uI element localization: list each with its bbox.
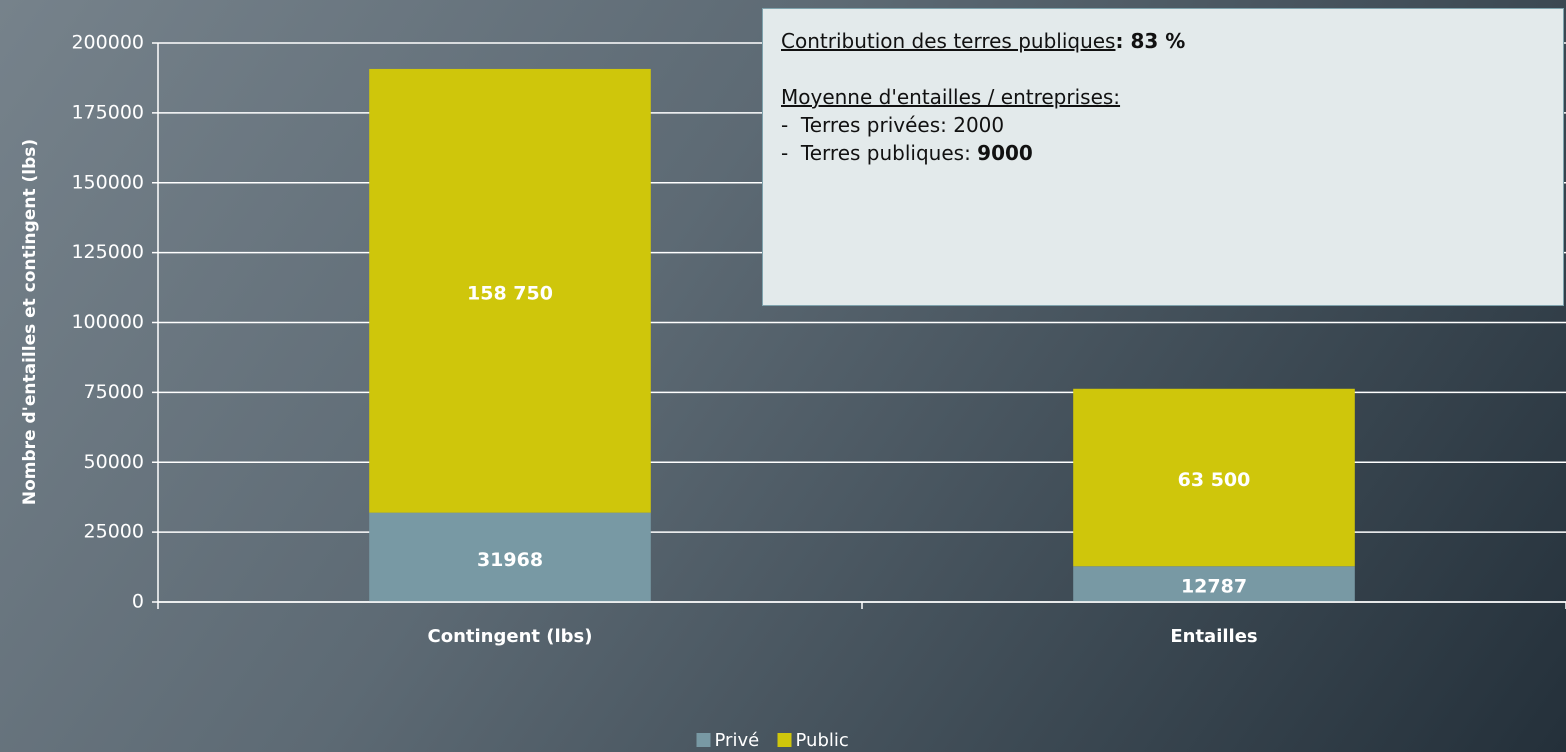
data-label: 31968	[477, 549, 543, 571]
annotation-line: - Terres publiques: 9000	[781, 139, 1545, 167]
annotation-line: Contribution des terres publiques: 83 %	[781, 27, 1545, 55]
y-tick-label: 125000	[71, 241, 144, 263]
y-tick-label: 100000	[71, 311, 144, 333]
y-axis-label: Nombre d'entailles et contingent (lbs)	[20, 139, 40, 505]
legend-swatch	[777, 733, 792, 747]
y-tick-label: 150000	[71, 171, 144, 193]
legend-swatch	[696, 733, 711, 747]
y-tick-label: 25000	[84, 521, 144, 543]
annotation-text: Moyenne d'entailles / entreprises:	[781, 85, 1121, 109]
y-tick-label: 50000	[84, 451, 144, 473]
annotation-text: :	[1115, 29, 1131, 53]
x-tick-label: Contingent (lbs)	[428, 626, 593, 647]
data-label: 63 500	[1178, 469, 1251, 491]
annotation-text: 83 %	[1130, 29, 1186, 53]
data-label: 158 750	[467, 282, 553, 304]
legend-label: Public	[796, 730, 849, 751]
x-tick-label: Entailles	[1170, 626, 1257, 647]
annotation-text: 9000	[977, 141, 1033, 165]
bar-segment	[1073, 566, 1355, 602]
data-label: 12787	[1181, 576, 1247, 598]
annotation-text: - Terres privées: 2000	[781, 113, 1005, 137]
annotation-box: Contribution des terres publiques: 83 % …	[762, 8, 1564, 306]
bar-segment	[369, 68, 651, 513]
annotation-text: - Terres publiques:	[781, 141, 978, 165]
annotation-line: Moyenne d'entailles / entreprises:	[781, 83, 1545, 111]
legend-label: Privé	[715, 730, 760, 751]
y-tick-label: 75000	[84, 381, 144, 403]
bar-segment	[369, 512, 651, 602]
annotation-text: Contribution des terres publiques	[781, 29, 1116, 53]
annotation-line: - Terres privées: 2000	[781, 111, 1545, 139]
bar-segment	[1073, 388, 1355, 567]
y-tick-label: 175000	[71, 101, 144, 123]
y-tick-label: 200000	[71, 32, 144, 54]
y-tick-label: 0	[132, 591, 144, 613]
